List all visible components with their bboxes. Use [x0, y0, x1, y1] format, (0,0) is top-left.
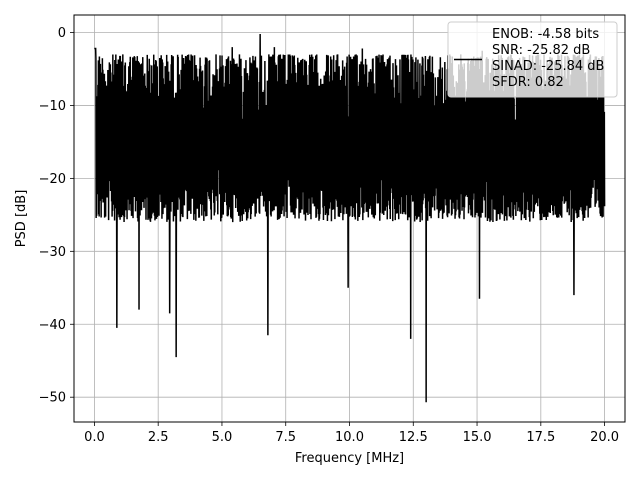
legend-sfdr: SFDR: 0.82	[492, 75, 564, 90]
legend-sinad: SINAD: -25.84 dB	[492, 59, 604, 74]
x-tick-label: 2.5	[148, 430, 169, 445]
x-tick-label: 17.5	[526, 430, 555, 445]
x-tick-label: 20.0	[590, 430, 619, 445]
y-axis-label: PSD [dB]	[14, 190, 29, 248]
x-tick-label: 10.0	[335, 430, 364, 445]
x-tick-label: 15.0	[463, 430, 492, 445]
y-tick-label: −30	[39, 245, 66, 260]
legend-enob: ENOB: -4.58 bits	[492, 27, 599, 42]
x-tick-label: 12.5	[399, 430, 428, 445]
x-tick-label: 7.5	[275, 430, 296, 445]
legend: ENOB: -4.58 bits SNR: -25.82 dB SINAD: -…	[447, 21, 618, 98]
x-axis-ticks: 0.0 2.5 5.0 7.5 10.0 12.5 15.0 17.5 20.0	[84, 422, 619, 445]
y-tick-label: −10	[39, 99, 66, 114]
y-tick-label: 0	[58, 26, 66, 41]
y-axis-ticks: 0 −10 −20 −30 −40 −50	[39, 26, 74, 406]
y-tick-label: −40	[39, 318, 66, 333]
x-tick-label: 5.0	[212, 430, 233, 445]
y-tick-label: −20	[39, 172, 66, 187]
legend-box	[447, 21, 618, 98]
x-tick-label: 0.0	[84, 430, 105, 445]
y-tick-label: −50	[39, 391, 66, 406]
x-axis-label: Frequency [MHz]	[295, 451, 404, 466]
legend-snr: SNR: -25.82 dB	[492, 43, 590, 58]
